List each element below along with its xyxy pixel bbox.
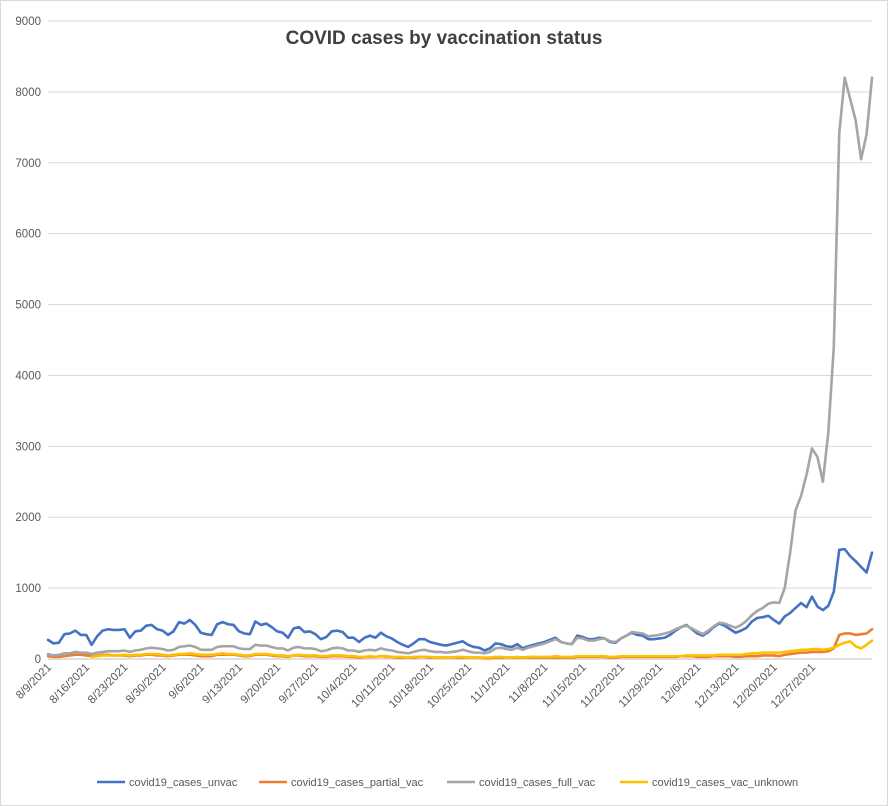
x-tick-label: 9/6/2021	[167, 662, 207, 702]
y-tick-label: 1000	[15, 583, 41, 595]
legend: covid19_cases_unvac covid19_cases_partial…	[97, 777, 798, 789]
series-line-covid19-cases-vac-unknown	[90, 639, 874, 659]
y-tick-label: 4000	[15, 370, 41, 382]
y-tick-label: 9000	[15, 16, 41, 28]
y-tick-label: 3000	[15, 441, 41, 453]
x-tick-label: 8/16/2021	[48, 662, 93, 707]
y-tick-label: 0	[35, 654, 41, 666]
series-line-covid19-cases-full-vac	[46, 76, 874, 657]
series-lines	[46, 76, 874, 660]
x-tick-label: 11/1/2021	[468, 662, 512, 706]
y-tick-label: 5000	[15, 300, 41, 312]
y-tick-label: 7000	[15, 158, 41, 170]
y-axis-ticks: 0 1000 2000 3000 4000 5000 6000 7000 8000 9000	[15, 16, 41, 666]
x-tick-label: 8/9/2021	[14, 662, 54, 702]
x-tick-label: 9/27/2021	[277, 662, 322, 707]
y-tick-label: 8000	[15, 87, 41, 99]
y-tick-label: 6000	[15, 229, 41, 241]
chart-title: COVID cases by vaccination status	[286, 28, 603, 49]
series-line-covid19-cases-unvac	[46, 547, 874, 652]
legend-entry-label: covid19_cases_partial_vac	[291, 777, 424, 789]
legend-entry-label: covid19_cases_full_vac	[479, 777, 596, 789]
x-axis-ticks: 8/9/20218/16/20218/23/20218/30/20219/6/2…	[14, 662, 818, 711]
y-tick-label: 2000	[15, 512, 41, 524]
gridlines	[48, 20, 872, 589]
legend-entry-label: covid19_cases_unvac	[129, 777, 238, 789]
x-tick-label: 9/13/2021	[200, 662, 245, 707]
x-tick-label: 8/30/2021	[124, 662, 169, 707]
legend-entry-label: covid19_cases_vac_unknown	[652, 777, 798, 789]
x-tick-label: 8/23/2021	[86, 662, 131, 707]
x-tick-label: 9/20/2021	[239, 662, 284, 707]
